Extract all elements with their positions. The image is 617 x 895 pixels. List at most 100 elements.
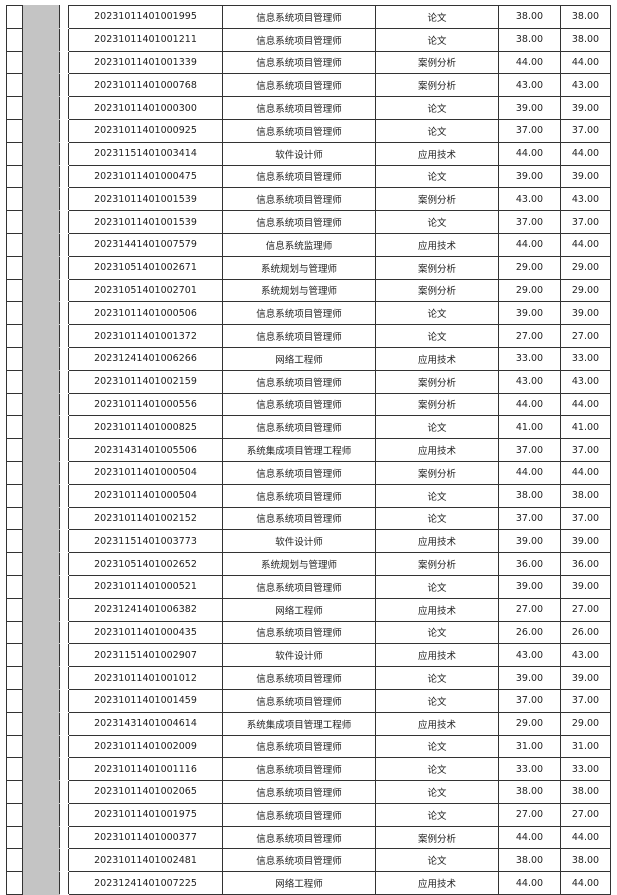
blank-cell bbox=[59, 734, 69, 759]
subject-cell: 案例分析 bbox=[375, 255, 499, 280]
blank-cell bbox=[59, 301, 69, 326]
table-row: 20231011401000556 信息系统项目管理师 案例分析 44.00 44.00 bbox=[6, 392, 611, 417]
redacted-name-cell bbox=[22, 164, 60, 189]
admission-number-cell: 20231011401002065 bbox=[68, 780, 223, 804]
exam-level-cell: 信息系统项目管理师 bbox=[222, 780, 376, 804]
exam-level-cell: 信息系统项目管理师 bbox=[222, 734, 376, 759]
final-score-cell: 43.00 bbox=[560, 369, 611, 394]
admission-number-cell: 20231011401001459 bbox=[68, 688, 223, 713]
admission-number-cell: 20231011401000521 bbox=[68, 574, 223, 599]
blank-cell bbox=[59, 574, 69, 599]
redacted-name-cell bbox=[22, 460, 60, 485]
blank-cell bbox=[59, 346, 69, 371]
index-cell bbox=[6, 802, 23, 827]
redacted-name-cell bbox=[22, 506, 60, 531]
exam-level-cell: 信息系统项目管理师 bbox=[222, 27, 376, 52]
original-score-cell: 43.00 bbox=[498, 73, 561, 98]
admission-number-cell: 20231431401004614 bbox=[68, 711, 223, 736]
admission-number-cell: 20231011401000825 bbox=[68, 415, 223, 440]
redacted-name-cell bbox=[22, 278, 60, 303]
table-row: 20231011401002481 信息系统项目管理师 论文 38.00 38.00 bbox=[6, 848, 611, 873]
table-row: 20231011401000768 信息系统项目管理师 案例分析 43.00 43.00 bbox=[6, 73, 611, 98]
table-row: 20231151401003414 软件设计师 应用技术 44.00 44.00 bbox=[6, 141, 611, 166]
admission-number-cell: 20231011401001116 bbox=[68, 757, 223, 782]
exam-level-cell: 信息系统项目管理师 bbox=[222, 187, 376, 212]
exam-level-cell: 系统规划与管理师 bbox=[222, 552, 376, 576]
table-row: 20231011401000506 信息系统项目管理师 论文 39.00 39.00 bbox=[6, 301, 611, 326]
admission-number-cell: 20231011401000925 bbox=[68, 118, 223, 143]
final-score-cell: 44.00 bbox=[560, 825, 611, 850]
admission-number-cell: 20231051401002652 bbox=[68, 552, 223, 576]
admission-number-cell: 20231011401001539 bbox=[68, 210, 223, 234]
blank-cell bbox=[59, 666, 69, 690]
final-score-cell: 39.00 bbox=[560, 164, 611, 189]
original-score-cell: 38.00 bbox=[498, 5, 561, 29]
table-row: 20231011401001975 信息系统项目管理师 论文 27.00 27.00 bbox=[6, 802, 611, 827]
original-score-cell: 29.00 bbox=[498, 711, 561, 736]
table-row: 20231011401001012 信息系统项目管理师 论文 39.00 39.00 bbox=[6, 666, 611, 690]
index-cell bbox=[6, 187, 23, 212]
exam-level-cell: 信息系统项目管理师 bbox=[222, 848, 376, 873]
admission-number-cell: 20231011401000504 bbox=[68, 460, 223, 485]
table-row: 20231011401000825 信息系统项目管理师 论文 41.00 41.00 bbox=[6, 415, 611, 440]
index-cell bbox=[6, 825, 23, 850]
table-row: 20231431401004614 系统集成项目管理工程师 应用技术 29.00 29.… bbox=[6, 711, 611, 736]
admission-number-cell: 20231151401003414 bbox=[68, 141, 223, 166]
redacted-name-cell bbox=[22, 529, 60, 554]
exam-level-cell: 网络工程师 bbox=[222, 871, 376, 895]
subject-cell: 论文 bbox=[375, 483, 499, 508]
original-score-cell: 37.00 bbox=[498, 506, 561, 531]
blank-cell bbox=[59, 210, 69, 234]
admission-number-cell: 20231011401002152 bbox=[68, 506, 223, 531]
table-row: 20231241401006382 网络工程师 应用技术 27.00 27.00 bbox=[6, 597, 611, 622]
admission-number-cell: 20231011401002481 bbox=[68, 848, 223, 873]
final-score-cell: 29.00 bbox=[560, 255, 611, 280]
table-row: 20231011401002152 信息系统项目管理师 论文 37.00 37.00 bbox=[6, 506, 611, 531]
blank-cell bbox=[59, 50, 69, 75]
admission-number-cell: 20231011401001372 bbox=[68, 324, 223, 348]
final-score-cell: 37.00 bbox=[560, 438, 611, 462]
subject-cell: 论文 bbox=[375, 164, 499, 189]
table-row: 20231011401001116 信息系统项目管理师 论文 33.00 33.00 bbox=[6, 757, 611, 782]
exam-level-cell: 系统规划与管理师 bbox=[222, 278, 376, 303]
exam-level-cell: 信息系统监理师 bbox=[222, 232, 376, 257]
admission-number-cell: 20231011401001339 bbox=[68, 50, 223, 75]
final-score-cell: 38.00 bbox=[560, 27, 611, 52]
blank-cell bbox=[59, 369, 69, 394]
exam-level-cell: 系统集成项目管理工程师 bbox=[222, 711, 376, 736]
admission-number-cell: 20231051401002671 bbox=[68, 255, 223, 280]
subject-cell: 应用技术 bbox=[375, 232, 499, 257]
exam-level-cell: 信息系统项目管理师 bbox=[222, 620, 376, 645]
index-cell bbox=[6, 369, 23, 394]
table-row: 20231241401006266 网络工程师 应用技术 33.00 33.00 bbox=[6, 346, 611, 371]
final-score-cell: 38.00 bbox=[560, 848, 611, 873]
subject-cell: 案例分析 bbox=[375, 552, 499, 576]
final-score-cell: 36.00 bbox=[560, 552, 611, 576]
blank-cell bbox=[59, 460, 69, 485]
blank-cell bbox=[59, 620, 69, 645]
exam-level-cell: 信息系统项目管理师 bbox=[222, 369, 376, 394]
index-cell bbox=[6, 871, 23, 895]
original-score-cell: 27.00 bbox=[498, 597, 561, 622]
original-score-cell: 43.00 bbox=[498, 369, 561, 394]
redacted-name-cell bbox=[22, 848, 60, 873]
table-row: 20231011401000521 信息系统项目管理师 论文 39.00 39.00 bbox=[6, 574, 611, 599]
index-cell bbox=[6, 324, 23, 348]
table-row: 20231011401000377 信息系统项目管理师 案例分析 44.00 44.00 bbox=[6, 825, 611, 850]
table-row: 20231011401000504 信息系统项目管理师 案例分析 44.00 44.00 bbox=[6, 460, 611, 485]
redacted-name-cell bbox=[22, 825, 60, 850]
final-score-cell: 44.00 bbox=[560, 232, 611, 257]
final-score-cell: 44.00 bbox=[560, 871, 611, 895]
table-row: 20231011401000475 信息系统项目管理师 论文 39.00 39.00 bbox=[6, 164, 611, 189]
blank-cell bbox=[59, 438, 69, 462]
index-cell bbox=[6, 757, 23, 782]
index-cell bbox=[6, 597, 23, 622]
admission-number-cell: 20231011401001975 bbox=[68, 802, 223, 827]
table-row: 20231011401000435 信息系统项目管理师 论文 26.00 26.00 bbox=[6, 620, 611, 645]
redacted-name-cell bbox=[22, 871, 60, 895]
index-cell bbox=[6, 96, 23, 120]
index-cell bbox=[6, 5, 23, 29]
original-score-cell: 38.00 bbox=[498, 483, 561, 508]
index-cell bbox=[6, 210, 23, 234]
blank-cell bbox=[59, 871, 69, 895]
